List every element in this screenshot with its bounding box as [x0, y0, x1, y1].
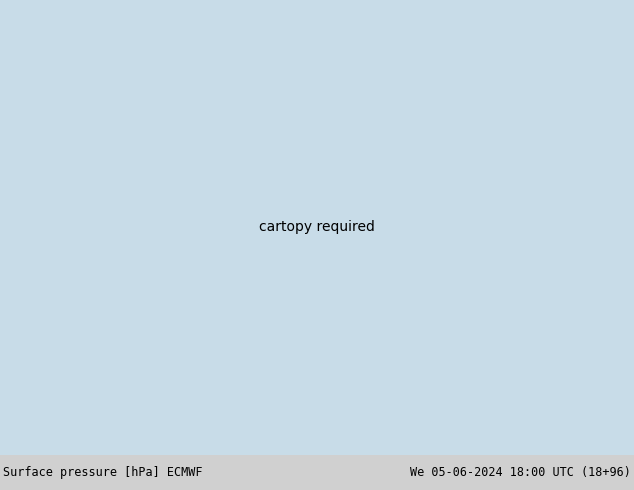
Text: Surface pressure [hPa] ECMWF: Surface pressure [hPa] ECMWF [3, 466, 203, 479]
Text: We 05-06-2024 18:00 UTC (18+96): We 05-06-2024 18:00 UTC (18+96) [410, 466, 631, 479]
Text: cartopy required: cartopy required [259, 220, 375, 234]
